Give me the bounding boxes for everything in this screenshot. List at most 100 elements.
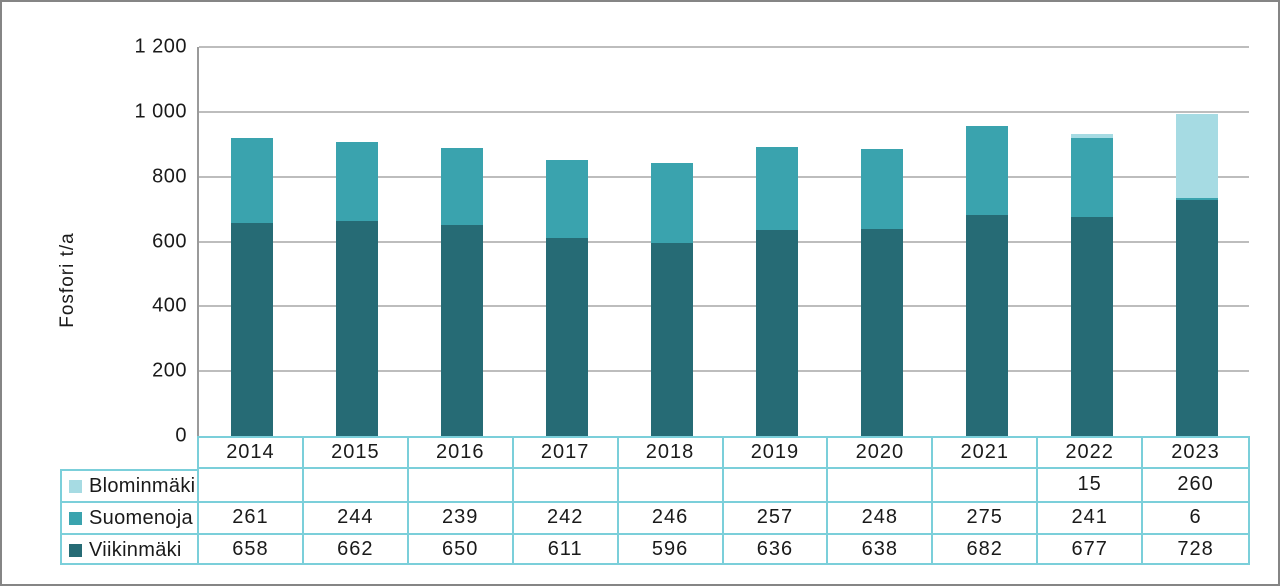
bar-segment <box>1070 216 1113 436</box>
stacked-bar <box>230 138 273 436</box>
bar-segment <box>1070 138 1113 217</box>
table-cell: 596 <box>618 533 724 565</box>
gridline <box>199 370 1249 373</box>
table-cell: 260 <box>1177 473 1214 495</box>
table-cell <box>619 469 724 501</box>
stacked-bar <box>440 147 483 436</box>
x-axis-year-header-row: 2014 2015 2016 2017 2018 2019 2020 2021 2022 2023 <box>197 436 1250 469</box>
table-cell: 261 <box>199 501 304 533</box>
stacked-bar <box>965 125 1008 436</box>
bar-segment <box>335 142 378 222</box>
table-cell: 257 <box>723 501 829 533</box>
legend-color-swatch-icon <box>69 479 82 493</box>
table-cell: 658 <box>199 533 304 565</box>
bar-column-2020 <box>829 47 934 436</box>
year-cell: 2021 <box>933 438 1039 467</box>
bar-segment <box>1070 133 1113 139</box>
stacked-bar <box>1175 113 1218 436</box>
bar-segment <box>440 225 483 436</box>
bar-segment <box>650 163 693 243</box>
bar-segment <box>965 214 1008 436</box>
table-cell <box>304 469 409 501</box>
y-tick-label: 800 <box>152 165 187 188</box>
y-tick-label: 1 200 <box>134 35 187 58</box>
stacked-bar <box>545 159 588 436</box>
table-cell: 728 <box>1143 533 1248 565</box>
bar-column-2016 <box>409 47 514 436</box>
bar-segment <box>335 221 378 436</box>
table-cell: 611 <box>513 533 619 565</box>
bar-column-2019 <box>724 47 829 436</box>
bar-column-2023 <box>1144 47 1249 436</box>
stacked-bar <box>1070 133 1113 436</box>
table-cell <box>409 469 514 501</box>
table-cell: 636 <box>723 533 829 565</box>
table-cell: 246 <box>618 501 724 533</box>
stacked-bar <box>650 163 693 436</box>
plot-area <box>197 46 1249 436</box>
table-cell: 244 <box>303 501 409 533</box>
bar-segment <box>650 242 693 436</box>
y-tick-label: 0 <box>175 424 187 447</box>
y-axis-title: Fosfori t/a <box>57 232 78 328</box>
bar-column-2014 <box>199 47 304 436</box>
gridline <box>199 240 1249 243</box>
bar-segment <box>1175 198 1218 201</box>
year-cell: 2014 <box>199 438 304 467</box>
year-cell: 2015 <box>304 438 409 467</box>
legend-color-swatch-icon <box>69 543 82 557</box>
table-cell <box>514 469 619 501</box>
year-cell: 2016 <box>409 438 514 467</box>
bar-segment <box>860 148 903 230</box>
year-cell: 2019 <box>724 438 829 467</box>
y-tick-label: 1 000 <box>134 100 187 123</box>
gridline <box>199 46 1249 48</box>
stacked-bar <box>860 148 903 436</box>
year-cell: 2017 <box>514 438 619 467</box>
table-cell: 248 <box>828 501 934 533</box>
table-cell: 682 <box>933 533 1039 565</box>
year-cell: 2022 <box>1038 438 1144 467</box>
legend-row: Blominmäki <box>62 469 197 501</box>
legend-color-swatch-icon <box>69 511 82 525</box>
table-cell: 6 <box>1143 501 1248 533</box>
data-table: 15 260 261 244 239 242 246 257 248 275 241 6 658 662 6… <box>197 469 1250 565</box>
bars-layer <box>199 47 1249 436</box>
bar-segment <box>755 146 798 230</box>
bar-segment <box>1175 113 1218 199</box>
table-cell: 242 <box>513 501 619 533</box>
gridline <box>199 175 1249 178</box>
bar-segment <box>965 125 1008 215</box>
gridline <box>199 305 1249 308</box>
bar-column-2018 <box>619 47 724 436</box>
bar-segment <box>755 229 798 436</box>
year-cell: 2018 <box>619 438 724 467</box>
stacked-bar <box>335 142 378 436</box>
table-cell: 650 <box>408 533 514 565</box>
y-tick-label: 200 <box>152 359 187 382</box>
legend-row: Viikinmäki <box>62 533 197 565</box>
table-cell <box>828 469 934 501</box>
table-cell <box>199 469 304 501</box>
bar-segment <box>230 138 273 223</box>
legend-label: Blominmäki <box>89 474 196 497</box>
year-cell: 2020 <box>828 438 934 467</box>
table-cell: 275 <box>933 501 1039 533</box>
table-cell: 638 <box>828 533 934 565</box>
legend-row: Suomenoja <box>62 501 197 533</box>
legend-column: Blominmäki Suomenoja Viikinmäki <box>60 469 197 565</box>
y-tick-label: 400 <box>152 294 187 317</box>
table-cell: 241 <box>1038 501 1144 533</box>
bar-column-2022 <box>1039 47 1144 436</box>
bar-segment <box>545 159 588 238</box>
bar-column-2017 <box>514 47 619 436</box>
table-cell: 677 <box>1038 533 1144 565</box>
stacked-bar <box>755 146 798 436</box>
bar-column-2021 <box>934 47 1039 436</box>
table-cell: 239 <box>408 501 514 533</box>
bar-segment <box>1175 200 1218 436</box>
year-cell: 2023 <box>1171 441 1220 463</box>
table-cell: 15 <box>1038 469 1144 501</box>
table-cell <box>724 469 829 501</box>
bar-segment <box>230 222 273 436</box>
